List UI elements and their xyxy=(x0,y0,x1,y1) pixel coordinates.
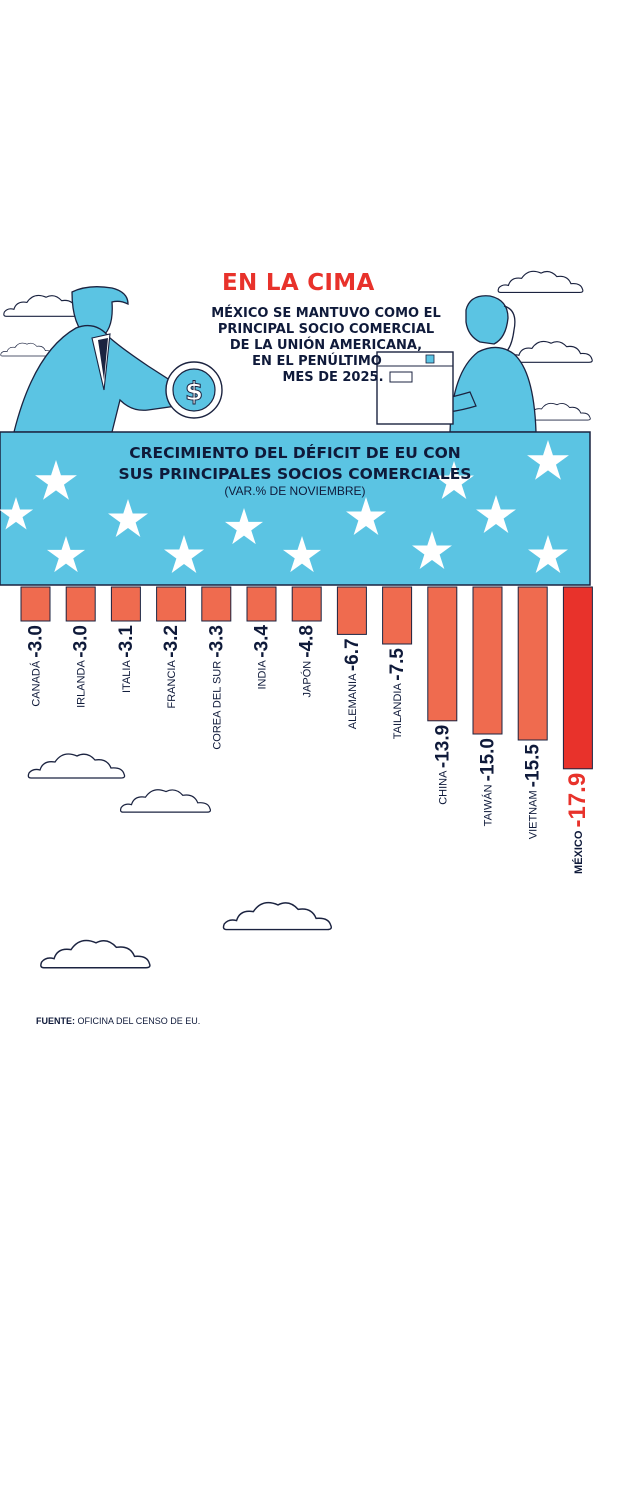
cloud-icon xyxy=(222,901,333,931)
category-label: IRLANDA xyxy=(76,658,88,708)
category-label: COREA DEL SUR xyxy=(211,658,223,750)
category-label: TAIWÁN xyxy=(481,781,494,826)
chart-subtitle: (VAR.% DE NOVIEMBRE) xyxy=(224,484,366,498)
bar-4 xyxy=(156,586,187,622)
value-label: -3.2 xyxy=(161,625,182,658)
category-label: CHINA xyxy=(437,768,449,805)
value-label: -3.1 xyxy=(116,625,137,658)
bar-label-group: COREA DEL SUR -3.3 xyxy=(206,625,227,750)
header-subtitle-line: DE LA UNIÓN AMERICANA, xyxy=(229,338,423,353)
value-label: -17.9 xyxy=(564,773,591,828)
source-text: OFICINA DEL CENSO DE EU. xyxy=(77,1016,201,1026)
header-subtitle-line: MÉXICO SE MANTUVO COMO EL xyxy=(211,306,441,321)
svg-text:$: $ xyxy=(185,377,203,407)
value-label: -7.5 xyxy=(387,648,408,681)
category-label: CANADÁ xyxy=(29,658,42,707)
bar-label: CHINA -13.9 xyxy=(432,725,453,805)
bar-label-group: IRLANDA -3.0 xyxy=(71,625,92,708)
value-label: -15.5 xyxy=(523,744,544,788)
category-label: VIETNAM xyxy=(528,787,540,839)
category-label: FRANCIA xyxy=(166,658,178,709)
header-title: EN LA CIMA xyxy=(222,270,375,296)
cloud-icon xyxy=(40,939,151,969)
value-label: -3.4 xyxy=(252,625,273,658)
value-label: -6.7 xyxy=(342,638,363,671)
chart-title-line-2: SUS PRINCIPALES SOCIOS COMERCIALES xyxy=(118,465,472,483)
bar-label: VIETNAM -15.5 xyxy=(523,744,544,840)
bar-label-group: ITALIA -3.1 xyxy=(116,625,137,693)
bar-8 xyxy=(336,586,367,635)
bar-2 xyxy=(65,586,96,622)
bar-13 xyxy=(562,586,593,770)
value-label: -3.0 xyxy=(26,625,47,658)
bar-label: TAIWÁN -15.0 xyxy=(478,738,499,826)
bar-label: TAILANDIA -7.5 xyxy=(387,648,408,740)
cloud-icon xyxy=(27,753,126,779)
category-label: ALEMANIA xyxy=(347,671,359,729)
value-label: -4.8 xyxy=(297,625,318,658)
bar-3 xyxy=(110,586,141,622)
bar-label: FRANCIA -3.2 xyxy=(161,625,182,708)
bar-label-group: MÉXICO -17.9 xyxy=(564,773,591,874)
source-note: FUENTE: OFICINA DEL CENSO DE EU. xyxy=(36,1016,200,1026)
header-subtitle-line: EN EL PENÚLTIMO xyxy=(252,354,382,369)
cloud-icon xyxy=(508,340,593,363)
bar-5 xyxy=(201,586,232,622)
header-subtitle-line: MES DE 2025. xyxy=(282,370,384,385)
category-label: INDIA xyxy=(256,658,268,690)
value-label: -3.0 xyxy=(71,625,92,658)
bar-9 xyxy=(382,586,413,645)
bar-label: CANADÁ -3.0 xyxy=(26,625,47,707)
bar-label-group: CANADÁ -3.0 xyxy=(26,625,47,707)
bar-1 xyxy=(20,586,51,622)
bar-label: IRLANDA -3.0 xyxy=(71,625,92,708)
bar-11 xyxy=(472,586,503,735)
cloud-icon xyxy=(0,342,54,357)
header-subtitle-line: PRINCIPAL SOCIO COMERCIAL xyxy=(217,322,435,337)
chart-title-line-1: CRECIMIENTO DEL DÉFICIT DE EU CON xyxy=(129,444,461,462)
source-label: FUENTE: xyxy=(36,1016,75,1026)
man-handing-coin-icon xyxy=(13,286,177,433)
bar-label: MÉXICO -17.9 xyxy=(564,773,591,874)
bar-label-group: INDIA -3.4 xyxy=(252,625,273,690)
bar-7 xyxy=(291,586,322,622)
bar-label-group: TAILANDIA -7.5 xyxy=(387,648,408,740)
bar-6 xyxy=(246,586,277,622)
bar-label: COREA DEL SUR -3.3 xyxy=(206,625,227,750)
bar-label-group: FRANCIA -3.2 xyxy=(161,625,182,708)
cloud-icon xyxy=(119,789,212,813)
bar-label-group: CHINA -13.9 xyxy=(432,725,453,805)
value-label: -3.3 xyxy=(206,625,227,658)
category-label: ITALIA xyxy=(121,658,133,693)
value-label: -15.0 xyxy=(478,738,499,781)
bar-10 xyxy=(427,586,458,722)
bar-label: INDIA -3.4 xyxy=(252,625,273,690)
category-label: JAPÓN xyxy=(301,658,314,698)
bar-label: ALEMANIA -6.7 xyxy=(342,638,363,729)
bar-label: JAPÓN -4.8 xyxy=(297,625,318,697)
bar-label-group: JAPÓN -4.8 xyxy=(297,625,318,697)
bar-label-group: ALEMANIA -6.7 xyxy=(342,638,363,729)
category-label: MÉXICO xyxy=(572,828,585,874)
category-label: TAILANDIA xyxy=(392,681,404,739)
bar-label-group: TAIWÁN -15.0 xyxy=(478,738,499,826)
dollar-coin-icon: $ xyxy=(165,361,223,419)
bar-12 xyxy=(517,586,548,741)
bar-label-group: VIETNAM -15.5 xyxy=(523,744,544,840)
package-box-icon xyxy=(376,351,454,425)
cloud-icon xyxy=(497,270,584,294)
value-label: -13.9 xyxy=(432,725,453,768)
bar-label: ITALIA -3.1 xyxy=(116,625,137,693)
